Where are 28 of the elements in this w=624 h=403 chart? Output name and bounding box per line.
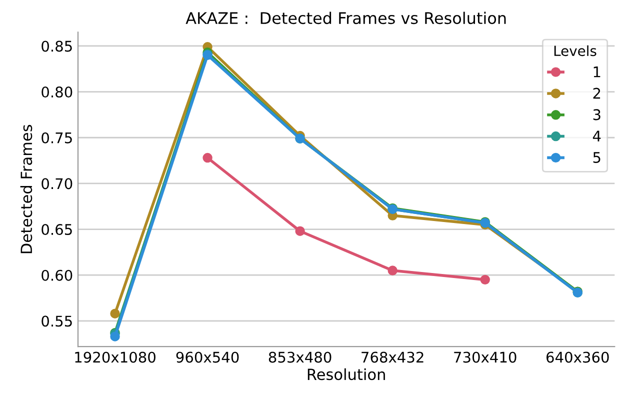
legend-title: Levels xyxy=(554,45,596,56)
legend-label: 5 xyxy=(593,152,600,164)
legend-label: 3 xyxy=(593,109,600,120)
x-axis-title: Resolution xyxy=(308,368,385,380)
legend-label: 1 xyxy=(594,66,600,78)
x-tick-label: 853x480 xyxy=(268,352,332,363)
y-tick-label: 0.85 xyxy=(42,40,72,52)
legend-label: 4 xyxy=(592,130,601,142)
point xyxy=(295,226,305,236)
x-tick-label: 1920x1080 xyxy=(75,352,156,363)
point xyxy=(480,274,490,285)
chart-title: AKAZE : Detected Frames vs Resolution xyxy=(186,12,506,24)
point xyxy=(202,152,212,163)
y-axis-title: Detected Frames xyxy=(20,124,32,254)
y-tick-label: 0.60 xyxy=(42,270,72,281)
y-tick-label: 0.55 xyxy=(42,316,72,327)
point xyxy=(110,332,120,342)
x-tick-label: 640x360 xyxy=(546,352,609,363)
legend-label: 2 xyxy=(593,88,600,99)
x-tick-label: 730x410 xyxy=(454,352,516,363)
y-tick-label: 0.80 xyxy=(42,86,72,98)
y-tick-label: 0.75 xyxy=(42,132,72,144)
point xyxy=(110,308,120,318)
x-tick-label: 768x432 xyxy=(362,352,424,363)
y-tick-label: 0.65 xyxy=(42,224,72,236)
x-tick-label: 960x540 xyxy=(176,352,239,363)
y-tick-label: 0.70 xyxy=(42,178,72,190)
point xyxy=(388,266,398,276)
